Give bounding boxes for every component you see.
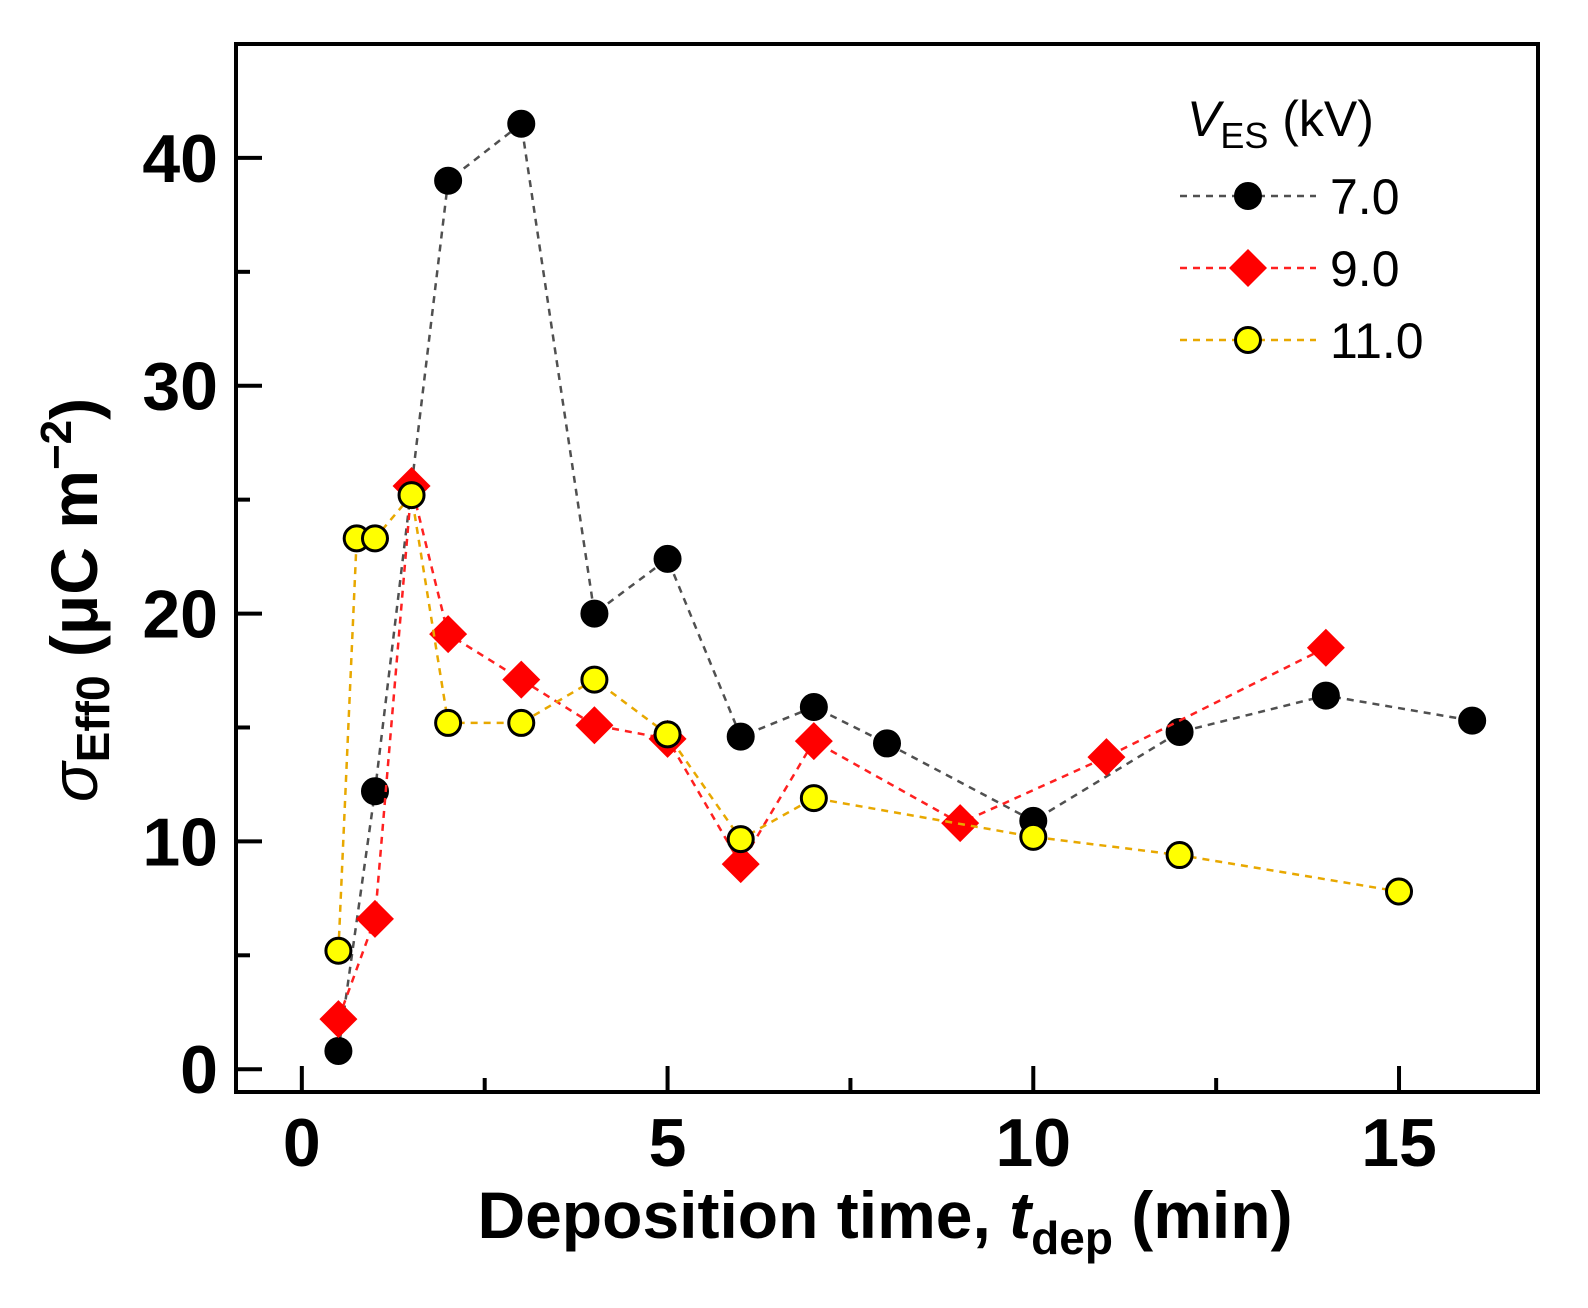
series-layer [319, 109, 1487, 1065]
y-axis-sub: Eff0 [67, 675, 119, 762]
y-tick-label: 10 [142, 804, 218, 880]
legend-label: 7.0 [1330, 169, 1400, 225]
x-tick-label: 5 [649, 1105, 687, 1181]
data-point [429, 615, 468, 654]
y-axis-unit: (μC m [37, 470, 111, 675]
legend-title-sub: ES [1220, 115, 1268, 156]
data-point [580, 599, 609, 628]
data-point [319, 1000, 358, 1039]
data-point [799, 784, 828, 813]
x-axis-unit: (min) [1113, 1178, 1293, 1252]
data-point [502, 660, 541, 699]
x-axis-sub: dep [1031, 1212, 1113, 1264]
data-point [653, 544, 682, 573]
data-point [1165, 841, 1194, 870]
data-point [721, 845, 760, 884]
series-line [337, 492, 1400, 951]
data-point [324, 1036, 353, 1065]
legend-entries: 7.0 9.0 11.0 [1180, 169, 1424, 369]
data-point [1087, 738, 1126, 777]
x-tick-label: 10 [995, 1105, 1071, 1181]
data-point [580, 665, 609, 694]
data-point [799, 692, 828, 721]
series-line [337, 485, 1327, 1020]
legend-entry: 11.0 [1180, 313, 1424, 369]
data-point [1019, 822, 1048, 851]
x-axis-title: Deposition time, tdep (min) [477, 1178, 1292, 1264]
data-point [873, 729, 901, 758]
data-point [397, 481, 426, 510]
data-point [324, 936, 353, 965]
legend-title: VES (kV) [1187, 91, 1374, 156]
data-point [434, 708, 463, 737]
data-point [1165, 718, 1194, 747]
data-point [726, 722, 755, 751]
x-tick-label: 0 [283, 1105, 321, 1181]
data-point [726, 825, 755, 854]
legend-entry: 9.0 [1180, 241, 1400, 297]
data-point [360, 777, 389, 806]
legend-marker [1229, 249, 1267, 287]
plot-frame [234, 42, 1540, 1094]
y-tick-label: 20 [142, 577, 218, 653]
data-point [1311, 681, 1340, 710]
data-point [507, 708, 536, 737]
y-tick-label: 40 [142, 121, 218, 197]
y-tick-label: 30 [142, 349, 218, 425]
y-axis-close: ) [37, 398, 111, 420]
y-axis-var: σ [37, 760, 111, 802]
legend-marker [1234, 326, 1262, 354]
data-point [653, 720, 682, 749]
data-point [355, 899, 394, 938]
x-axis-var: t [1009, 1178, 1034, 1252]
y-axis-title: σEff0 (μC m−2) [32, 398, 119, 802]
data-point [434, 166, 463, 195]
x-axis-main: Deposition time, [477, 1178, 1009, 1252]
axes-layer: 0 5 10 15 0 10 20 30 40 [142, 121, 1436, 1181]
x-tick-label: 15 [1361, 1105, 1437, 1181]
legend-label: 9.0 [1330, 241, 1400, 297]
legend-title-var: V [1187, 91, 1225, 147]
data-point [1385, 877, 1414, 906]
y-tick-label: 0 [180, 1032, 218, 1108]
data-point [794, 722, 833, 761]
legend-title-unit: (kV) [1268, 91, 1374, 147]
data-point [1306, 628, 1345, 667]
legend: VES (kV) 7.0 9.0 11.0 [1180, 91, 1424, 369]
series-line [337, 121, 1473, 1052]
series-11.0 [324, 481, 1414, 965]
data-point [507, 109, 536, 138]
data-point [575, 706, 614, 745]
legend-entry: 7.0 [1180, 169, 1400, 225]
legend-marker [1234, 182, 1262, 210]
legend-label: 11.0 [1330, 313, 1424, 369]
series-7.0 [324, 109, 1487, 1065]
y-axis-exp: −2 [32, 420, 81, 470]
data-point [1458, 706, 1487, 735]
series-9.0 [319, 466, 1345, 1039]
data-point [360, 524, 389, 553]
